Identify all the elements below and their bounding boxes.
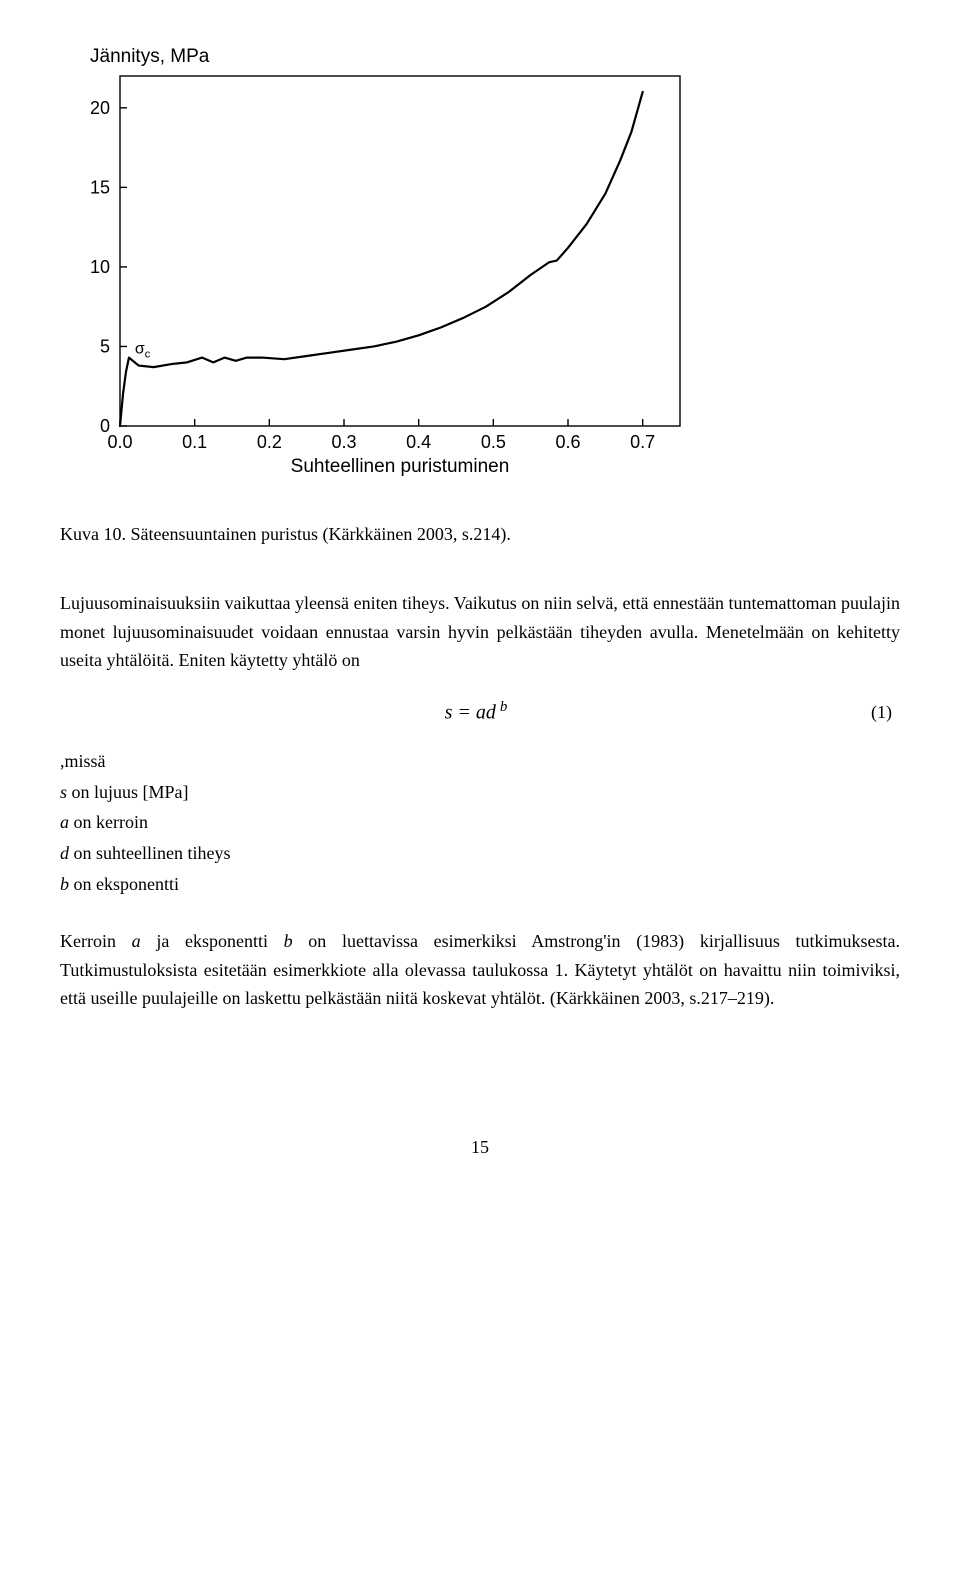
equation-number: (1) [507,698,900,727]
var-item: d on suhteellinen tiheys [60,839,900,868]
svg-text:Jännitys, MPa: Jännitys, MPa [90,46,210,67]
stress-strain-chart: Jännitys, MPa051015200.00.10.20.30.40.50… [60,40,720,480]
equation-row: s = ad b (1) [60,695,900,729]
figure-caption: Kuva 10. Säteensuuntainen puristus (Kärk… [60,520,900,549]
svg-text:20: 20 [90,98,110,118]
var-item: b on eksponentti [60,870,900,899]
page-number: 15 [60,1133,900,1162]
svg-text:0.3: 0.3 [331,432,356,452]
variable-definitions: ,missä s on lujuus [MPa]a on kerroind on… [60,747,900,899]
paragraph-1: Lujuusominaisuuksiin vaikuttaa yleensä e… [60,589,900,675]
chart-container: Jännitys, MPa051015200.00.10.20.30.40.50… [60,40,900,480]
svg-text:0.4: 0.4 [406,432,431,452]
svg-text:Suhteellinen puristuminen: Suhteellinen puristuminen [291,456,510,477]
var-lead: ,missä [60,747,900,776]
svg-text:10: 10 [90,257,110,277]
svg-text:0.5: 0.5 [481,432,506,452]
paragraph-2: Kerroin a ja eksponentti b on luettaviss… [60,927,900,1013]
svg-text:0.6: 0.6 [555,432,580,452]
var-item: s on lujuus [MPa] [60,778,900,807]
svg-text:0.2: 0.2 [257,432,282,452]
svg-text:0.1: 0.1 [182,432,207,452]
svg-text:0.0: 0.0 [107,432,132,452]
equation-formula: s = ad b [445,695,508,729]
svg-text:0.7: 0.7 [630,432,655,452]
svg-text:15: 15 [90,177,110,197]
svg-text:5: 5 [100,336,110,356]
var-item: a on kerroin [60,808,900,837]
